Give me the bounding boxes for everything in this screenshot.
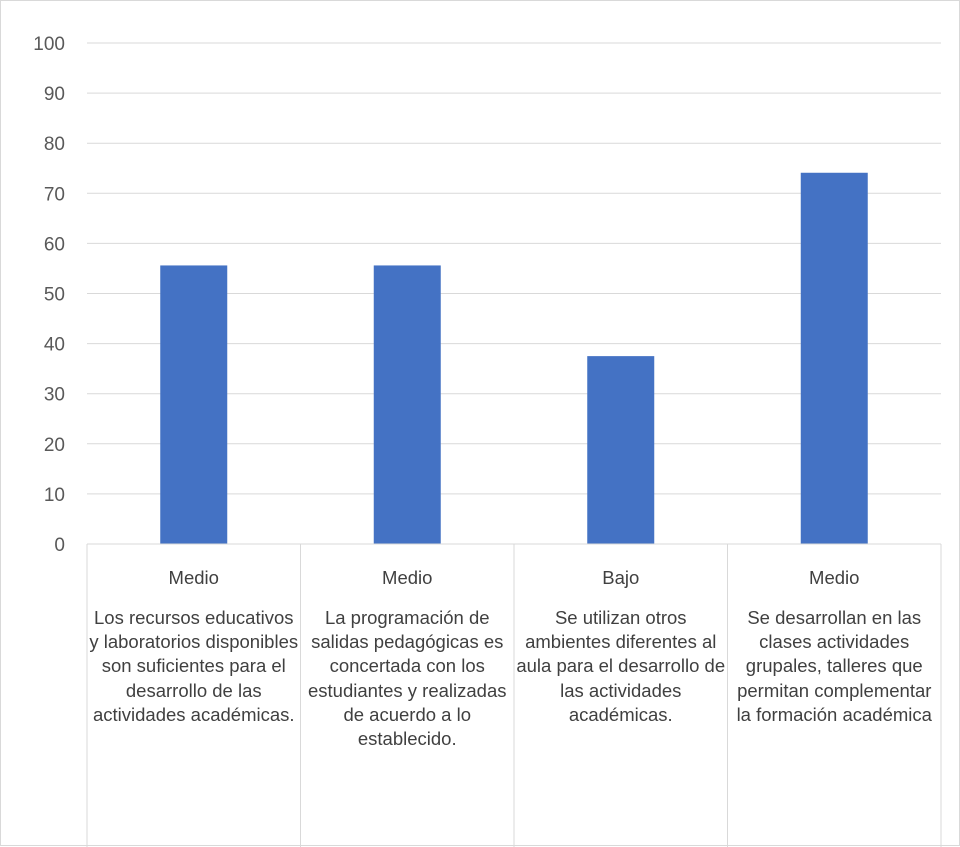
category-level-label: Medio [168, 567, 219, 588]
category-description-label: Se utilizan otros ambientes diferentes a… [516, 607, 726, 725]
category-cell: Medio Se desarrollan en las clases activi… [728, 547, 942, 847]
bar [587, 356, 655, 544]
bar [373, 265, 441, 544]
y-tick-label: 100 [33, 34, 65, 55]
category-description-label: La programación de salidas pedagógicas e… [308, 607, 507, 750]
y-axis-ticks: 0 10 20 30 40 50 60 70 80 90 100 [33, 34, 65, 556]
y-tick-label: 30 [44, 385, 65, 406]
y-tick-label: 20 [44, 435, 65, 456]
y-tick-label: 40 [44, 335, 65, 356]
y-tick-label: 70 [44, 184, 65, 205]
y-tick-label: 0 [54, 535, 65, 556]
category-cell: Medio La programación de salidas pedagógi… [301, 547, 515, 847]
category-description-label: Se desarrollan en las clases actividades… [736, 607, 932, 725]
bar [800, 172, 868, 544]
category-description-label: Los recursos educativos y laboratorios d… [89, 607, 299, 725]
y-tick-label: 50 [44, 285, 65, 306]
y-tick-label: 80 [44, 134, 65, 155]
y-tick-label: 90 [44, 84, 65, 105]
category-cell: Bajo Se utilizan otros ambientes diferent… [514, 547, 728, 847]
category-level-label: Medio [809, 567, 860, 588]
y-tick-label: 60 [44, 234, 65, 255]
bars [160, 172, 868, 544]
y-tick-label: 10 [44, 485, 65, 506]
category-table-lines [86, 543, 942, 847]
category-level-label: Medio [382, 567, 433, 588]
bar [160, 265, 228, 544]
category-level-label: Bajo [602, 567, 640, 588]
gridlines [87, 42, 941, 495]
category-cell: Medio Los recursos educativos y laborator… [87, 547, 301, 847]
